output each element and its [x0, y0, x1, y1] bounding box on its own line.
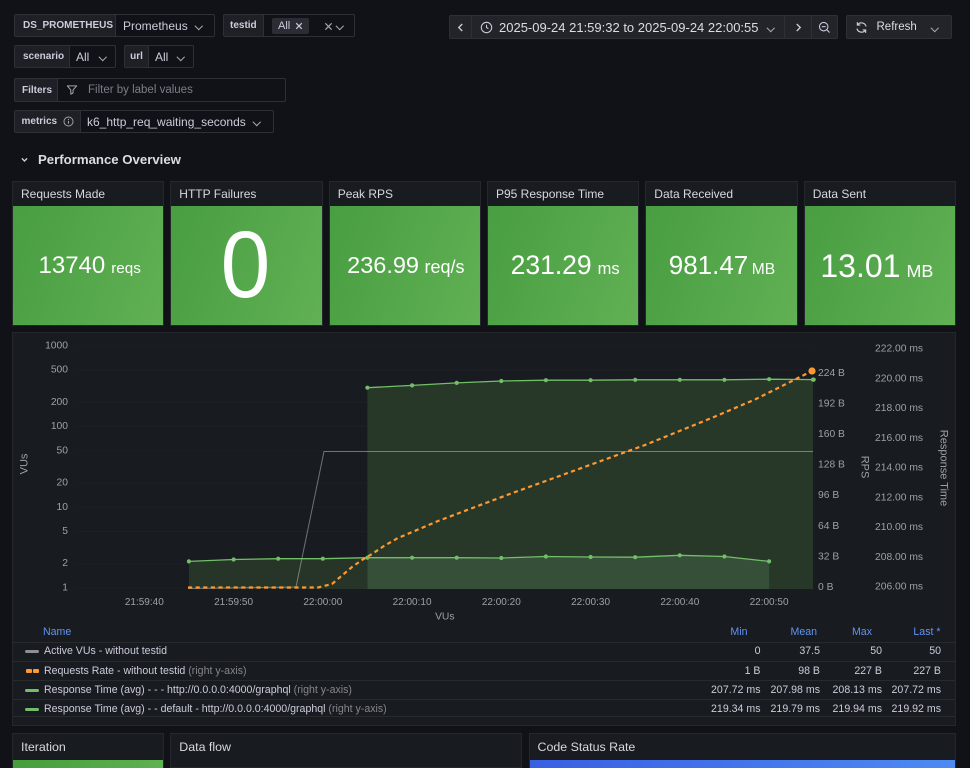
svg-text:VUs: VUs [19, 453, 31, 474]
svg-text:216.00 ms: 216.00 ms [875, 433, 923, 444]
svg-text:2: 2 [62, 558, 68, 569]
svg-text:22:00:50: 22:00:50 [750, 597, 789, 608]
svg-text:222.00 ms: 222.00 ms [875, 344, 923, 355]
svg-text:21:59:50: 21:59:50 [214, 597, 253, 608]
svg-text:212.00 ms: 212.00 ms [875, 492, 923, 503]
svg-text:200: 200 [51, 397, 68, 408]
svg-text:22:00:00: 22:00:00 [303, 597, 342, 608]
svg-text:214.00 ms: 214.00 ms [875, 463, 923, 474]
svg-text:RPS: RPS [859, 456, 871, 479]
svg-text:VUs: VUs [435, 612, 454, 623]
svg-text:0 B: 0 B [818, 582, 834, 593]
svg-text:220.00 ms: 220.00 ms [875, 373, 923, 384]
svg-text:1000: 1000 [45, 340, 68, 351]
svg-text:208.00 ms: 208.00 ms [875, 552, 923, 563]
svg-text:192 B: 192 B [818, 398, 845, 409]
svg-text:210.00 ms: 210.00 ms [875, 522, 923, 533]
svg-text:22:00:10: 22:00:10 [393, 597, 432, 608]
svg-text:21:59:40: 21:59:40 [125, 597, 164, 608]
svg-text:500: 500 [51, 365, 68, 376]
svg-text:22:00:40: 22:00:40 [660, 597, 699, 608]
svg-text:20: 20 [57, 478, 69, 489]
svg-text:218.00 ms: 218.00 ms [875, 403, 923, 414]
svg-text:206.00 ms: 206.00 ms [875, 582, 923, 593]
svg-text:96 B: 96 B [818, 490, 839, 501]
svg-text:224 B: 224 B [818, 368, 845, 379]
svg-text:100: 100 [51, 421, 68, 432]
svg-text:128 B: 128 B [818, 460, 845, 471]
svg-text:22:00:20: 22:00:20 [482, 597, 521, 608]
svg-text:1: 1 [62, 583, 68, 594]
svg-text:64 B: 64 B [818, 521, 839, 532]
svg-text:32 B: 32 B [818, 551, 839, 562]
svg-text:Response Time: Response Time [938, 430, 950, 506]
svg-text:160 B: 160 B [818, 429, 845, 440]
svg-text:5: 5 [62, 526, 68, 537]
svg-text:10: 10 [57, 502, 69, 513]
svg-text:22:00:30: 22:00:30 [571, 597, 610, 608]
svg-text:50: 50 [57, 445, 69, 456]
